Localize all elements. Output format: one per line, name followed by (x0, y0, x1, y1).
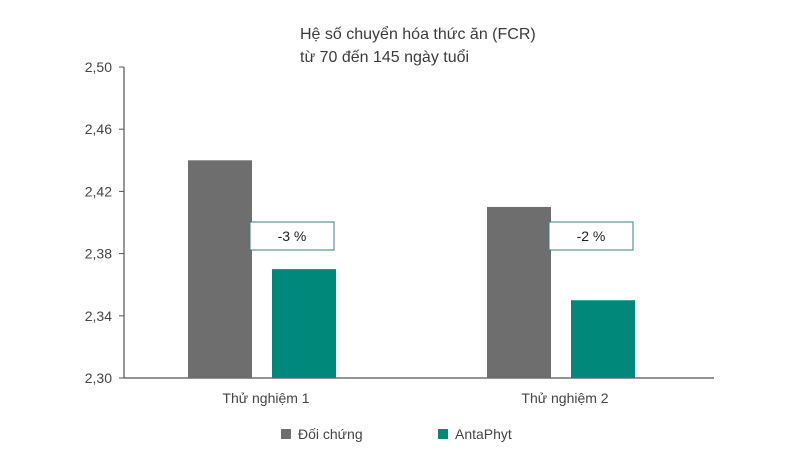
y-tick-label: 2,30 (85, 370, 112, 386)
chart-title-line-2: từ 70 đến 145 ngày tuổi (300, 49, 470, 66)
annotation-label-1: -3 % (278, 228, 307, 244)
y-tick-label: 2,42 (85, 183, 112, 199)
bar-doi-chung-1 (188, 160, 252, 378)
legend-label-antaphyt: AntaPhyt (455, 426, 512, 442)
y-tick-label: 2,50 (85, 59, 112, 75)
x-tick-label: Thử nghiệm 2 (521, 390, 608, 406)
bar-doi-chung-2 (487, 206, 551, 378)
legend-swatch-doi-chung (281, 429, 291, 439)
bar-antaphyt-2 (571, 300, 635, 378)
legend-label-doi-chung: Đối chứng (298, 426, 363, 442)
legend-item-antaphyt: AntaPhyt (438, 426, 512, 442)
x-tick-label: Thử nghiệm 1 (222, 390, 309, 406)
annotation-label-2: -2 % (577, 228, 606, 244)
legend-item-doi-chung: Đối chứng (281, 426, 363, 442)
legend-swatch-antaphyt (438, 429, 448, 439)
annotation-box-1 (249, 221, 335, 251)
bar-antaphyt-1 (272, 269, 336, 378)
chart-title-line-1: Hệ số chuyển hóa thức ăn (FCR) (300, 26, 536, 43)
y-tick-label: 2,34 (85, 308, 112, 324)
annotation-box-2 (548, 221, 634, 251)
y-tick-label: 2,38 (85, 246, 112, 262)
y-tick-label: 2,46 (85, 121, 112, 137)
